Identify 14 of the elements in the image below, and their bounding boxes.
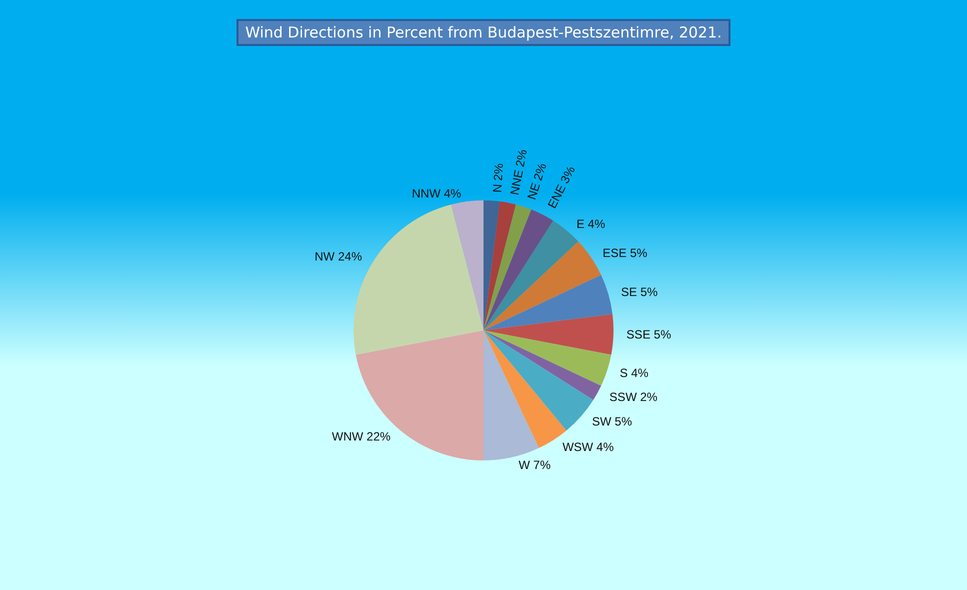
slice-label: SE 5% xyxy=(621,284,658,299)
slice-label: NNW 4% xyxy=(412,186,462,200)
slice-label: N 2% xyxy=(490,162,506,194)
slice-label: WNW 22% xyxy=(332,430,391,444)
slice-label: SSE 5% xyxy=(626,328,672,342)
chart-title: Wind Directions in Percent from Budapest-Pestszentimre, 2021. xyxy=(245,24,722,42)
slice-label: SW 5% xyxy=(592,414,632,429)
slice-label: NW 24% xyxy=(314,249,362,264)
slice-label: S 4% xyxy=(620,366,649,380)
slice-label: SSW 2% xyxy=(609,390,658,404)
slice-label: E 4% xyxy=(576,217,606,232)
slice-label: ESE 5% xyxy=(602,246,648,260)
slice-label: W 7% xyxy=(518,458,551,472)
slice-label: WSW 4% xyxy=(562,440,614,454)
